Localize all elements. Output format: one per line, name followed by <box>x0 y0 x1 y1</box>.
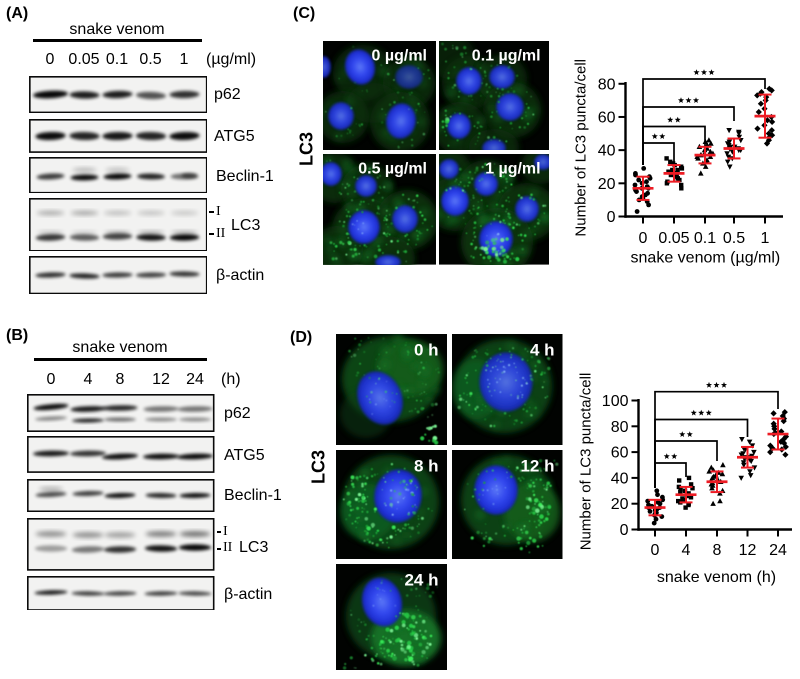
svg-text:0.5 µg/ml: 0.5 µg/ml <box>358 160 427 177</box>
svg-text:60: 60 <box>598 109 616 126</box>
svg-text:0 h: 0 h <box>414 340 439 359</box>
svg-text:0 µg/ml: 0 µg/ml <box>372 47 427 64</box>
svg-text:80: 80 <box>611 419 629 436</box>
svg-text:0.1 µg/ml: 0.1 µg/ml <box>472 47 541 64</box>
svg-text:0: 0 <box>620 522 629 539</box>
svg-text:40: 40 <box>611 470 629 487</box>
svg-text:0.1: 0.1 <box>694 230 716 247</box>
svg-text:40: 40 <box>598 143 616 160</box>
svg-text:0: 0 <box>651 542 660 559</box>
svg-text:24: 24 <box>769 542 787 559</box>
svg-text:12: 12 <box>739 542 757 559</box>
svg-text:4 h: 4 h <box>530 340 555 359</box>
svg-text:1 µg/ml: 1 µg/ml <box>486 160 541 177</box>
svg-text:8 h: 8 h <box>414 457 439 476</box>
svg-text:12 h: 12 h <box>520 457 554 476</box>
svg-text:snake venom (h): snake venom (h) <box>657 569 776 586</box>
svg-text:1: 1 <box>761 230 770 247</box>
svg-text:Number of LC3 puncta/cell: Number of LC3 puncta/cell <box>573 59 590 237</box>
svg-text:60: 60 <box>611 445 629 462</box>
svg-text:0.5: 0.5 <box>723 230 745 247</box>
svg-text:20: 20 <box>598 176 616 193</box>
svg-text:20: 20 <box>611 496 629 513</box>
svg-text:8: 8 <box>713 542 722 559</box>
svg-text:0: 0 <box>607 209 616 226</box>
svg-text:100: 100 <box>602 393 629 410</box>
svg-text:0.05: 0.05 <box>658 230 689 247</box>
svg-text:4: 4 <box>682 542 691 559</box>
svg-text:0: 0 <box>639 230 648 247</box>
svg-text:24 h: 24 h <box>404 571 438 590</box>
svg-text:snake venom (µg/ml): snake venom (µg/ml) <box>631 249 781 266</box>
svg-text:Number of LC3 puncta/cell: Number of LC3 puncta/cell <box>578 373 595 551</box>
svg-text:80: 80 <box>598 76 616 93</box>
